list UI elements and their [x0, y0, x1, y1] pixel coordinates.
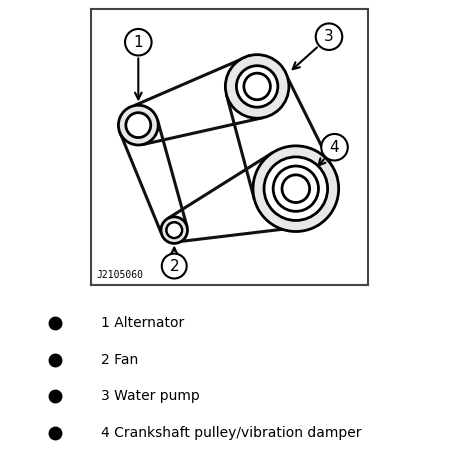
Circle shape [282, 175, 310, 202]
Circle shape [321, 134, 348, 160]
Text: 3 Water pump: 3 Water pump [101, 389, 200, 403]
Circle shape [162, 254, 187, 279]
Circle shape [284, 177, 308, 200]
Circle shape [244, 73, 270, 100]
Circle shape [118, 105, 158, 145]
Circle shape [161, 217, 187, 243]
Circle shape [125, 29, 151, 55]
Text: 4 Crankshaft pulley/vibration damper: 4 Crankshaft pulley/vibration damper [101, 426, 362, 440]
Circle shape [253, 146, 339, 231]
Circle shape [126, 113, 151, 138]
Circle shape [168, 223, 181, 237]
Circle shape [246, 75, 269, 98]
Circle shape [316, 24, 342, 50]
Text: 2 Fan: 2 Fan [101, 353, 138, 367]
Text: 2: 2 [169, 259, 179, 274]
Circle shape [225, 55, 289, 118]
Text: 4: 4 [330, 140, 339, 155]
Circle shape [167, 222, 182, 238]
Text: 1 Alternator: 1 Alternator [101, 316, 184, 329]
Text: 1: 1 [134, 35, 143, 50]
Circle shape [264, 157, 328, 221]
Text: 3: 3 [324, 29, 334, 44]
Text: J2105060: J2105060 [97, 270, 144, 280]
Circle shape [236, 66, 278, 107]
Circle shape [273, 166, 319, 212]
Circle shape [128, 115, 149, 136]
